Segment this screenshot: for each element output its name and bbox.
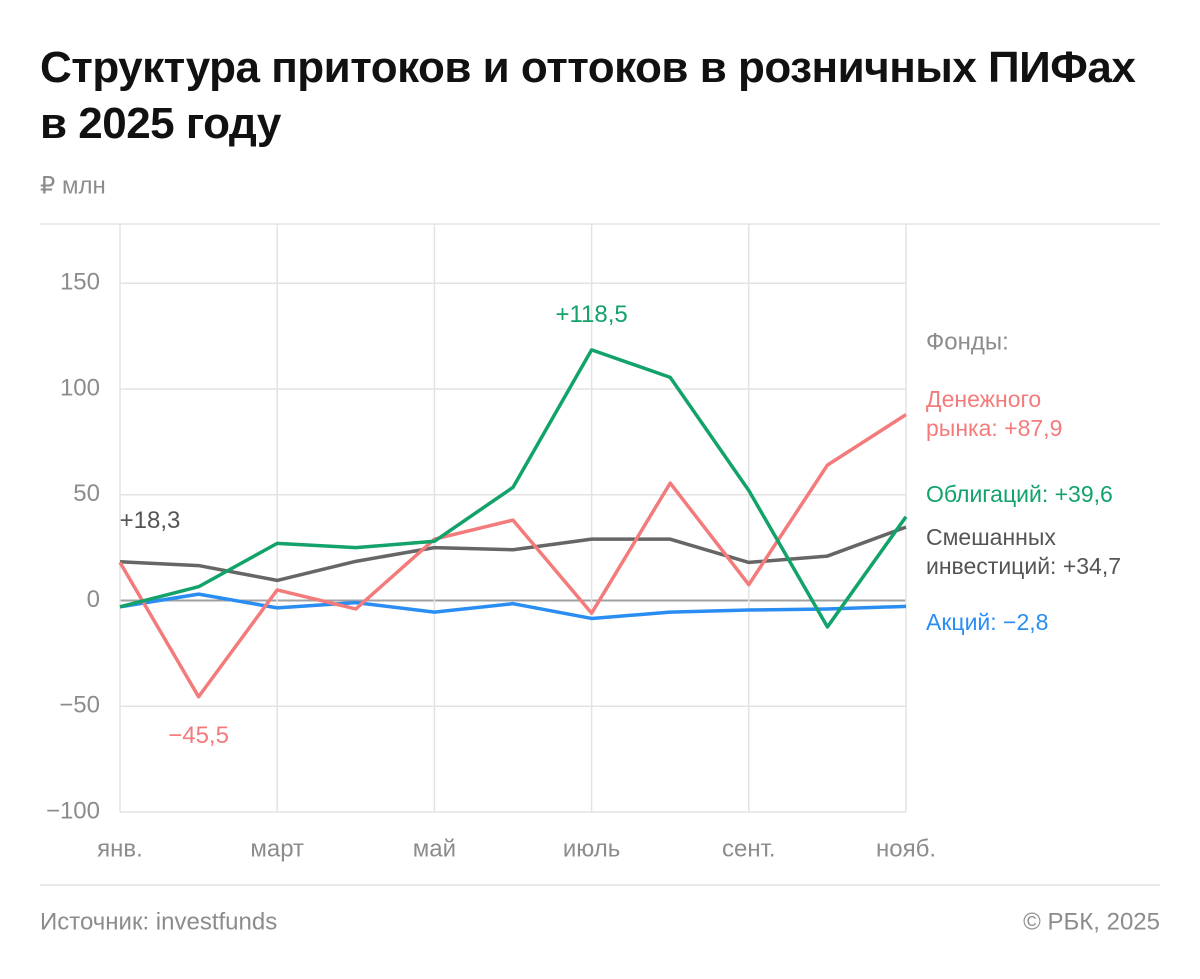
y-tick-label: 0	[87, 586, 100, 613]
x-tick-label: май	[413, 835, 456, 862]
series-line	[118, 413, 907, 699]
value-label: +118,5	[555, 301, 627, 328]
y-tick-label: 50	[73, 480, 100, 507]
x-tick-label: нояб.	[876, 835, 936, 862]
legend-entry: Смешанных инвестиций: +34,7	[926, 524, 1122, 579]
x-tick-label: июль	[563, 835, 620, 862]
source: Источник: investfunds	[40, 908, 277, 935]
x-tick-label: янв.	[97, 835, 143, 862]
y-tick-label: 100	[60, 374, 100, 401]
y-axis-unit: ₽ млн	[40, 172, 106, 199]
series-line	[119, 525, 907, 583]
y-tick-label: −100	[46, 797, 100, 824]
chart-title: Структура притоков и оттоков в розничных…	[40, 43, 1136, 148]
legend-entry: Облигаций: +39,6	[926, 481, 1113, 507]
y-tick-label: 150	[60, 269, 100, 296]
value-label: −45,5	[168, 722, 229, 749]
copyright: © РБК, 2025	[1023, 908, 1160, 935]
y-tick-label: −50	[59, 692, 100, 719]
legend-title: Фонды:	[926, 328, 1009, 355]
x-tick-label: март	[250, 835, 304, 862]
value-label: +18,3	[120, 507, 181, 534]
legend-entry: Акций: −2,8	[926, 609, 1049, 635]
series-line	[119, 348, 908, 629]
legend-entry: Денежного рынка: +87,9	[926, 386, 1063, 441]
x-tick-label: сент.	[722, 835, 776, 862]
series-line	[119, 592, 907, 621]
